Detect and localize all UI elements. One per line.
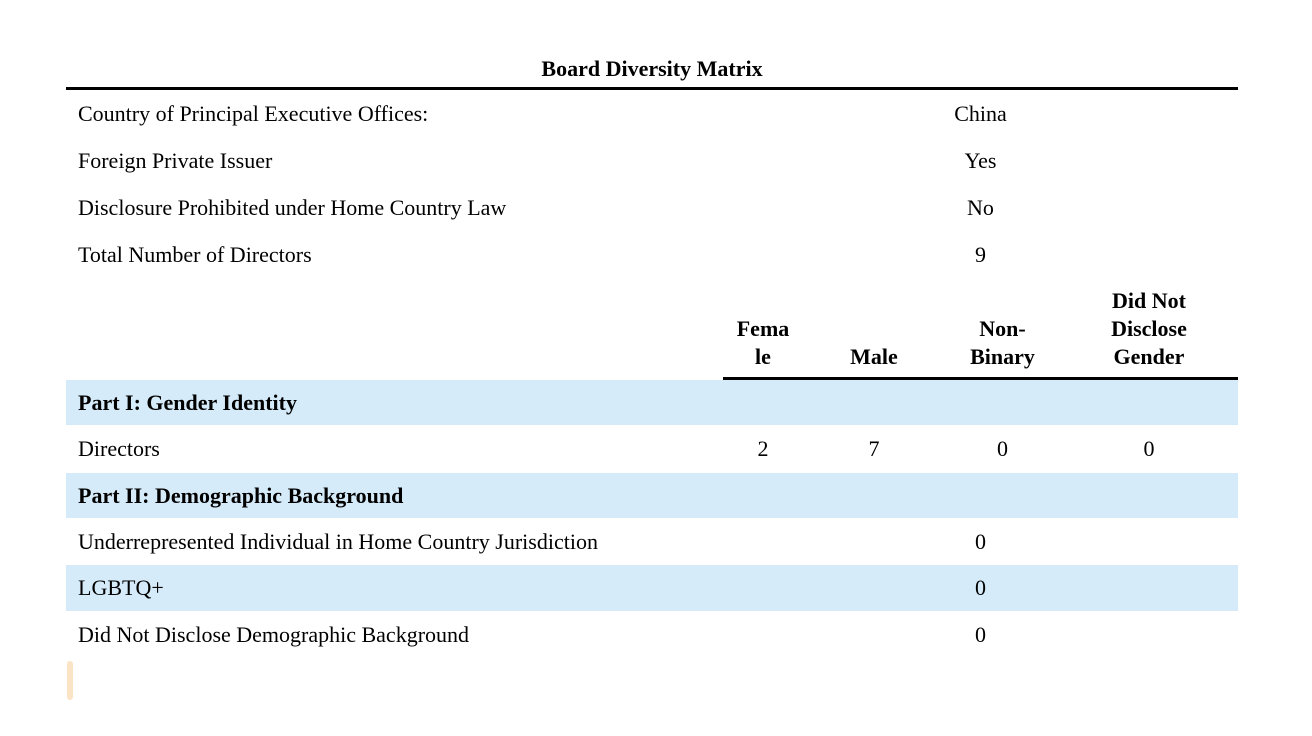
row-value-foreign-issuer: Yes [964, 147, 997, 173]
table-title: Board Diversity Matrix [66, 50, 1238, 90]
row-value-total-directors: 9 [975, 241, 986, 267]
text-cursor-highlight [67, 661, 73, 700]
table-row: Total Number of Directors 9 [66, 231, 1238, 278]
row-label-total-directors: Total Number of Directors [78, 241, 312, 267]
row-value-lgbtq: 0 [975, 575, 986, 600]
table-row: Foreign Private Issuer Yes [66, 137, 1238, 184]
row-label-did-not-disclose-demo: Did Not Disclose Demographic Background [78, 621, 470, 647]
row-label-directors: Directors [78, 436, 160, 461]
column-header-label: Did Not Disclose Gender [1111, 288, 1187, 369]
column-header-label: Male [850, 344, 898, 369]
header-spacer [66, 278, 723, 380]
column-header-did-not-disclose: Did Not Disclose Gender [1060, 278, 1238, 380]
section-header-part1: Part I: Gender Identity [66, 380, 1238, 425]
row-value-did-not-disclose-demo: 0 [975, 621, 986, 647]
row-label-disclosure-prohibited: Disclosure Prohibited under Home Country… [78, 194, 507, 220]
column-header-row: Female Male Non-Binary Did Not Disclose … [66, 278, 1238, 380]
column-header-female: Female [723, 278, 803, 380]
directors-male-count: 7 [868, 436, 880, 461]
directors-female-count: 2 [757, 436, 769, 461]
directors-did-not-disclose-count: 0 [1143, 436, 1155, 461]
column-header-label: Non-Binary [970, 316, 1035, 369]
directors-non-binary-count: 0 [997, 436, 1008, 461]
column-header-non-binary: Non-Binary [945, 278, 1060, 380]
row-label-lgbtq: LGBTQ+ [78, 575, 164, 600]
section-header-part2: Part II: Demographic Background [66, 473, 1238, 518]
row-value-country: China [954, 100, 1007, 126]
table-row: Country of Principal Executive Offices: … [66, 90, 1238, 137]
row-label-underrepresented: Underrepresented Individual in Home Coun… [78, 528, 598, 554]
column-header-label: Female [736, 316, 790, 369]
section-header-label: Part II: Demographic Background [78, 482, 404, 508]
section-header-label: Part I: Gender Identity [78, 389, 297, 415]
column-header-male: Male [803, 278, 945, 380]
table-row-directors: Directors 2 7 0 0 [66, 425, 1238, 473]
board-diversity-matrix-table: Board Diversity Matrix Country of Princi… [66, 50, 1238, 658]
table-row: Disclosure Prohibited under Home Country… [66, 184, 1238, 231]
row-value-disclosure-prohibited: No [967, 194, 994, 220]
row-value-underrepresented: 0 [975, 528, 986, 554]
table-row-lgbtq: LGBTQ+ 0 [66, 565, 1238, 611]
table-row-did-not-disclose-demo: Did Not Disclose Demographic Background … [66, 611, 1238, 658]
row-label-country: Country of Principal Executive Offices: [78, 100, 429, 126]
row-label-foreign-issuer: Foreign Private Issuer [78, 147, 273, 173]
table-row-underrepresented: Underrepresented Individual in Home Coun… [66, 518, 1238, 565]
